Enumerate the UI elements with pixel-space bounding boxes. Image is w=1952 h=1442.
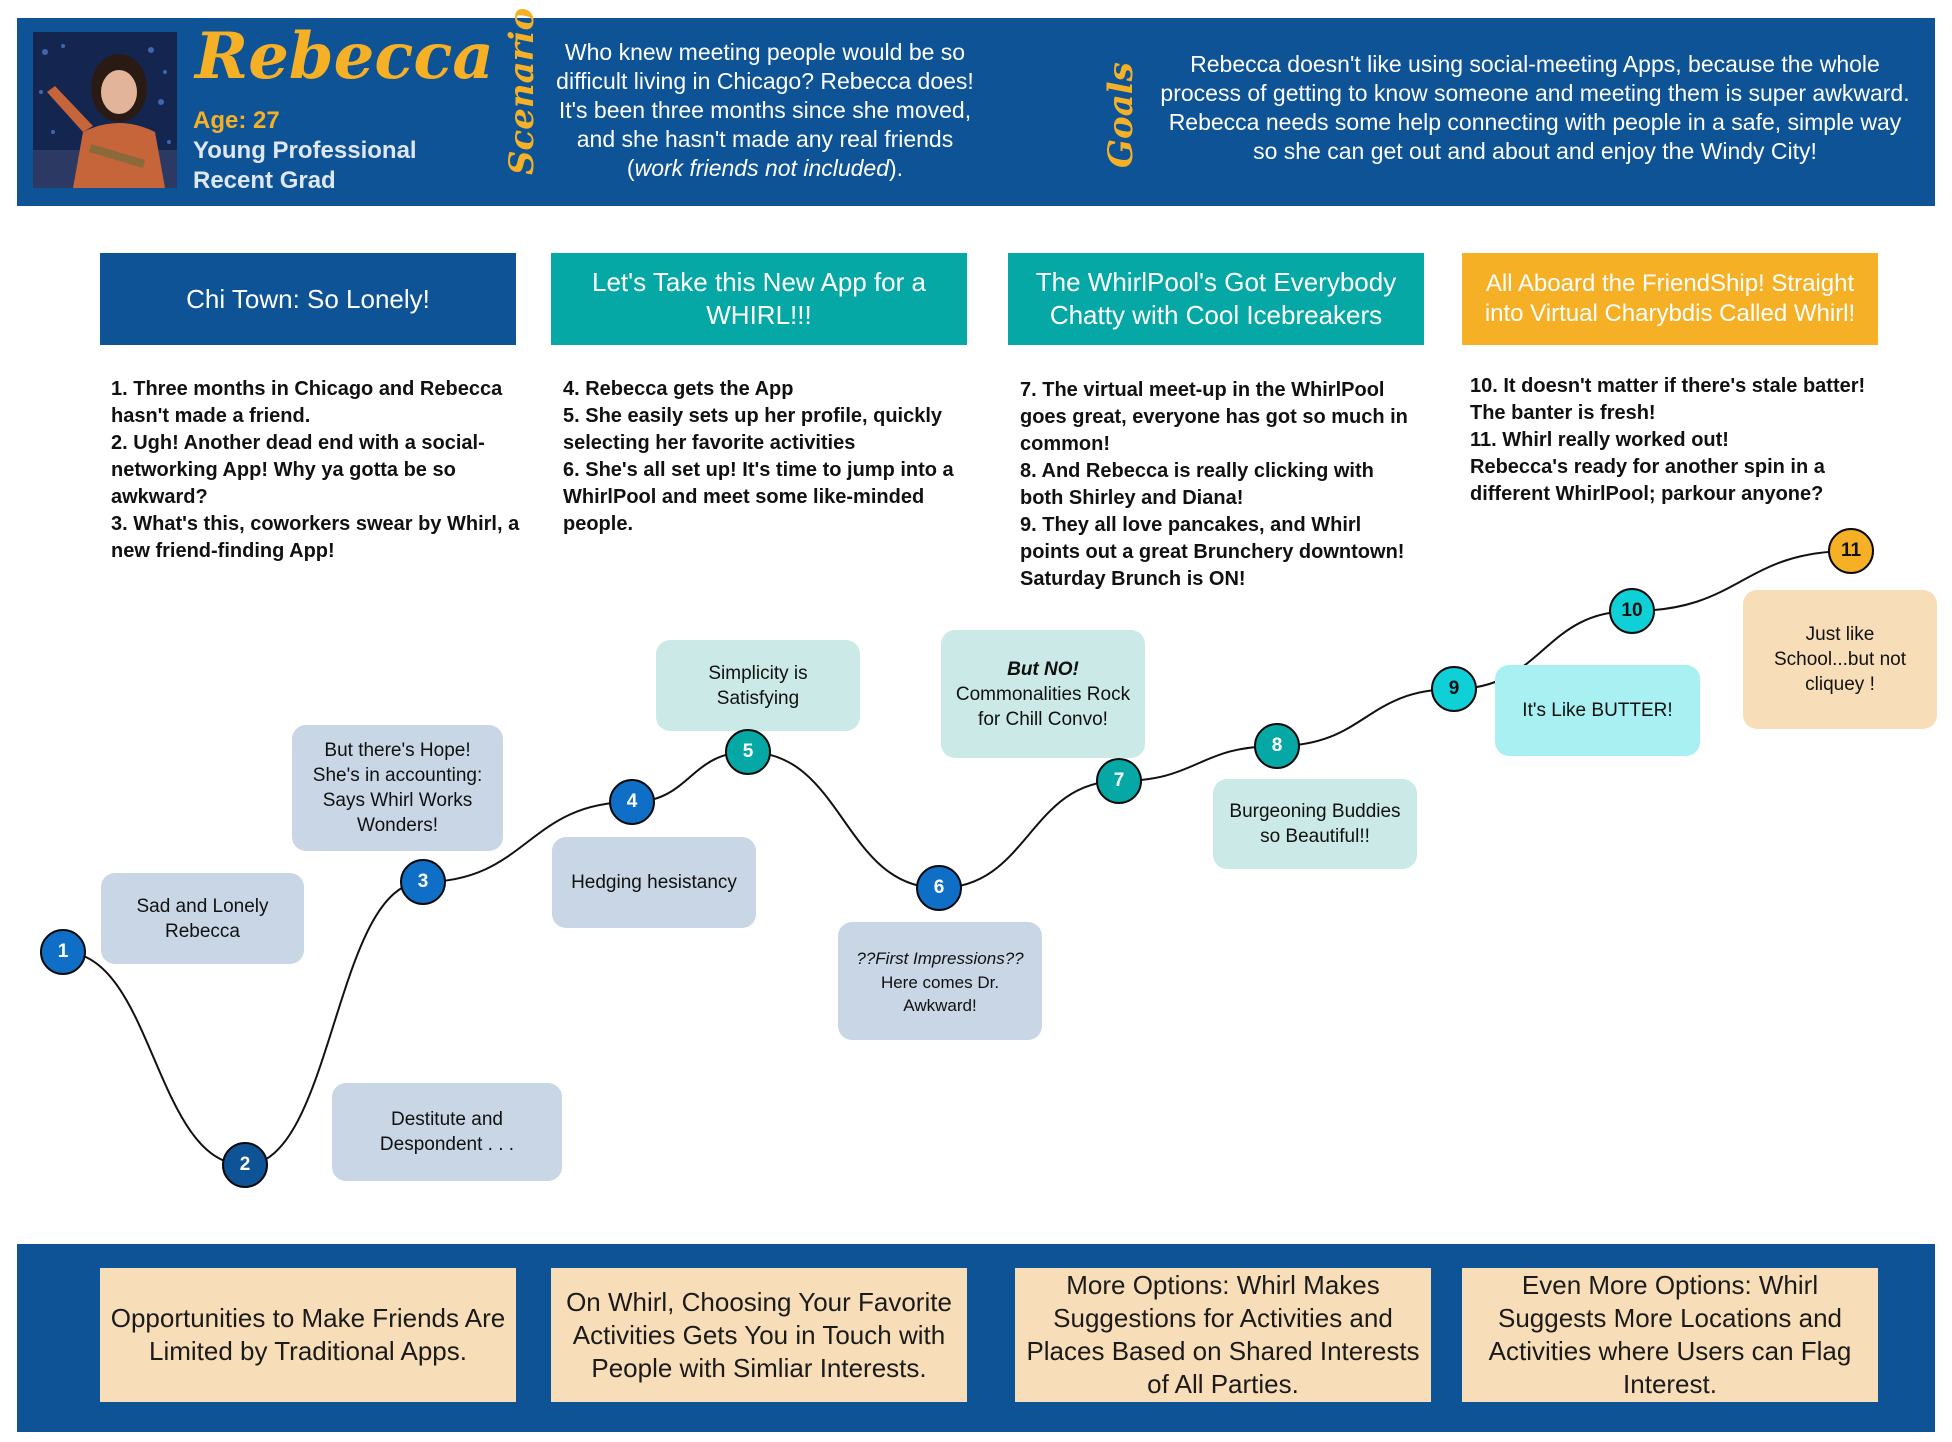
emotion-bubble-1: Sad and Lonely Rebecca [101, 873, 304, 964]
journey-node-9: 9 [1431, 666, 1477, 712]
scenario-text-end: ). [889, 155, 904, 181]
emotion-bubble-2: Destitute and Despondent . . . [332, 1083, 562, 1181]
emotion-bubble-7: But NO! Commonalities Rock for Chill Con… [941, 630, 1145, 758]
phase-description-1: 1. Three months in Chicago and Rebecca h… [111, 378, 520, 562]
opportunity-2: On Whirl, Choosing Your Favorite Activit… [551, 1268, 967, 1402]
opportunity-3: More Options: Whirl Makes Suggestions fo… [1015, 1268, 1431, 1402]
phase-title-1: Chi Town: So Lonely! [100, 253, 516, 345]
opportunity-1: Opportunities to Make Friends Are Limite… [100, 1268, 516, 1402]
phase-title-4: All Aboard the FriendShip! Straight into… [1462, 253, 1878, 345]
persona-photo [33, 32, 177, 188]
persona-role: Young Professional [193, 137, 417, 164]
scenario-text-italic: work friends not included [634, 155, 890, 181]
persona-age: Age: 27 [193, 107, 280, 134]
scenario-text: Who knew meeting people would be so diff… [550, 38, 980, 183]
journey-node-10: 10 [1609, 588, 1655, 634]
emotion-bubble-6-italic: ??First Impressions?? [856, 948, 1024, 968]
persona-name: Rebecca [195, 19, 494, 94]
emotion-bubble-7-bold: But NO! [1007, 658, 1079, 680]
emotion-bubble-7-text: Commonalities Rock for Chill Convo! [955, 683, 1131, 730]
emotion-bubble-4: Hedging hesistancy [552, 837, 756, 928]
journey-node-11: 11 [1828, 528, 1874, 574]
persona-status: Recent Grad [193, 167, 336, 194]
emotion-bubble-9: It's Like BUTTER! [1495, 665, 1700, 756]
goals-label: Goals [1101, 62, 1141, 168]
persona-header [17, 18, 1935, 206]
emotion-bubble-10: Just like School...but not cliquey ! [1743, 590, 1937, 729]
emotion-bubble-6-text: Here comes Dr. Awkward! [880, 972, 1000, 1015]
journey-node-5: 5 [725, 729, 771, 775]
journey-node-6: 6 [916, 865, 962, 911]
phase-description-3: 7. The virtual meet-up in the WhirlPool … [1020, 379, 1408, 590]
journey-node-8: 8 [1254, 723, 1300, 769]
opportunity-4: Even More Options: Whirl Suggests More L… [1462, 1268, 1878, 1402]
scenario-text-main: Who knew meeting people would be so diff… [556, 39, 974, 181]
emotion-bubble-6: ??First Impressions?? Here comes Dr. Awk… [838, 922, 1042, 1040]
journey-node-3: 3 [400, 859, 446, 905]
emotion-bubble-3: But there's Hope! She's in accounting: S… [292, 725, 503, 851]
goals-text: Rebecca doesn't like using social-meetin… [1160, 51, 1910, 164]
phase-title-3: The WhirlPool's Got Everybody Chatty wit… [1008, 253, 1424, 345]
phase-description-4: 10. It doesn't matter if there's stale b… [1470, 375, 1866, 505]
scenario-label: Scenario [502, 7, 542, 175]
emotion-bubble-8: Burgeoning Buddies so Beautiful!! [1213, 779, 1417, 869]
phase-description-2: 4. Rebecca gets the App 5. She easily se… [563, 378, 954, 535]
phase-title-2: Let's Take this New App for a WHIRL!!! [551, 253, 967, 345]
persona-photo-image [33, 32, 177, 188]
journey-node-2: 2 [222, 1142, 268, 1188]
journey-node-4: 4 [609, 779, 655, 825]
journey-node-7: 7 [1096, 758, 1142, 804]
emotion-bubble-5: Simplicity is Satisfying [656, 640, 860, 731]
journey-node-1: 1 [40, 929, 86, 975]
